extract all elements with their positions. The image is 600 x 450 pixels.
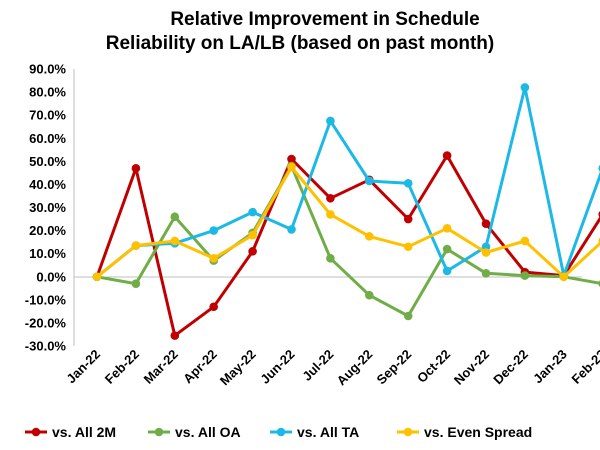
y-tick-label: 50.0% — [29, 154, 66, 169]
data-point — [326, 253, 335, 263]
data-point — [209, 226, 218, 235]
data-point — [248, 207, 257, 217]
x-tick-label: Feb-23 — [569, 347, 600, 387]
data-point — [559, 272, 569, 282]
legend-label: vs. All OA — [175, 424, 241, 440]
x-tick-label: Feb-22 — [102, 347, 142, 387]
data-point — [287, 162, 296, 172]
data-point — [287, 225, 296, 234]
legend: vs. All 2M vs. All OA vs. All TA vs. Even S… — [25, 424, 532, 440]
series-line — [95, 86, 600, 279]
series-line — [95, 164, 600, 318]
data-point — [365, 290, 374, 300]
x-tick-label: Sep-22 — [374, 347, 415, 388]
legend-item: vs. All 2M — [25, 424, 116, 440]
y-tick-label: 20.0% — [29, 223, 66, 238]
data-point — [403, 214, 413, 224]
data-point — [248, 247, 257, 256]
data-point — [131, 241, 141, 250]
data-point — [403, 242, 413, 252]
x-tick-label: Aug-22 — [334, 347, 376, 389]
y-tick-label: -30.0% — [25, 339, 67, 354]
data-point — [442, 266, 452, 276]
x-tick-label: Jun-22 — [257, 347, 297, 387]
x-tick-label: Apr-22 — [180, 347, 220, 387]
y-tick-label: -20.0% — [25, 315, 67, 330]
x-tick-label: Jul-22 — [299, 347, 336, 384]
y-axis-ticks: -30.0% -20.0% -10.0% 0.0% 10.0% 20.0% 30.0% 40.… — [25, 62, 67, 354]
series-3 — [92, 83, 600, 282]
legend-item: vs. All OA — [148, 424, 241, 440]
data-point — [365, 176, 374, 186]
series-1 — [92, 151, 600, 340]
legend-label: vs. All 2M — [52, 424, 116, 440]
y-tick-label: 10.0% — [29, 246, 66, 261]
data-point — [520, 236, 530, 246]
data-point — [520, 83, 530, 92]
data-point — [326, 193, 335, 203]
data-point — [365, 232, 374, 241]
data-point — [403, 178, 413, 188]
series-4 — [92, 162, 600, 282]
data-point — [326, 210, 335, 219]
legend-marker — [31, 427, 41, 437]
data-point — [481, 219, 491, 228]
y-tick-label: 30.0% — [29, 200, 66, 215]
data-point — [209, 253, 218, 263]
y-tick-label: -10.0% — [25, 292, 67, 307]
legend-label: vs. All TA — [297, 424, 359, 440]
data-point — [131, 279, 141, 288]
data-point — [170, 331, 180, 340]
data-point — [170, 236, 180, 246]
data-point — [131, 163, 141, 173]
data-point — [520, 271, 530, 280]
data-point — [326, 116, 335, 126]
x-tick-label: Mar-22 — [141, 347, 181, 387]
series-line — [95, 165, 600, 279]
legend-label: vs. Even Spread — [424, 424, 532, 440]
x-tick-label: Jan-23 — [530, 347, 570, 387]
y-tick-label: 0.0% — [36, 269, 66, 284]
data-point — [442, 151, 452, 160]
data-point — [248, 230, 257, 240]
y-tick-label: 90.0% — [29, 62, 66, 77]
data-point — [442, 244, 452, 254]
x-tick-label: Dec-22 — [490, 347, 531, 388]
series-line — [95, 154, 600, 338]
x-tick-label: May-22 — [217, 347, 259, 389]
data-point — [209, 302, 218, 312]
data-point — [481, 268, 491, 278]
series-layer — [92, 83, 600, 340]
y-tick-label: 40.0% — [29, 177, 66, 192]
data-point — [403, 311, 413, 321]
y-tick-label: 70.0% — [29, 108, 66, 123]
y-tick-label: 60.0% — [29, 131, 66, 146]
y-tick-label: 80.0% — [29, 85, 66, 100]
x-tick-label: Jan-22 — [63, 347, 103, 387]
legend-item: vs. All TA — [270, 424, 359, 440]
data-point — [481, 248, 491, 257]
legend-marker — [154, 427, 164, 437]
data-point — [170, 212, 180, 222]
x-tick-label: Oct-22 — [414, 347, 453, 386]
chart-title-line-1: Relative Improvement in Schedule — [170, 9, 479, 30]
data-point — [287, 154, 296, 164]
chart-title-line-2: Reliability on LA/LB (based on past mont… — [106, 33, 494, 54]
data-point — [442, 223, 452, 233]
x-tick-label: Nov-22 — [451, 347, 492, 388]
legend-marker — [403, 427, 413, 437]
data-point — [92, 272, 102, 282]
legend-item: vs. Even Spread — [397, 424, 532, 440]
legend-marker — [276, 427, 286, 437]
